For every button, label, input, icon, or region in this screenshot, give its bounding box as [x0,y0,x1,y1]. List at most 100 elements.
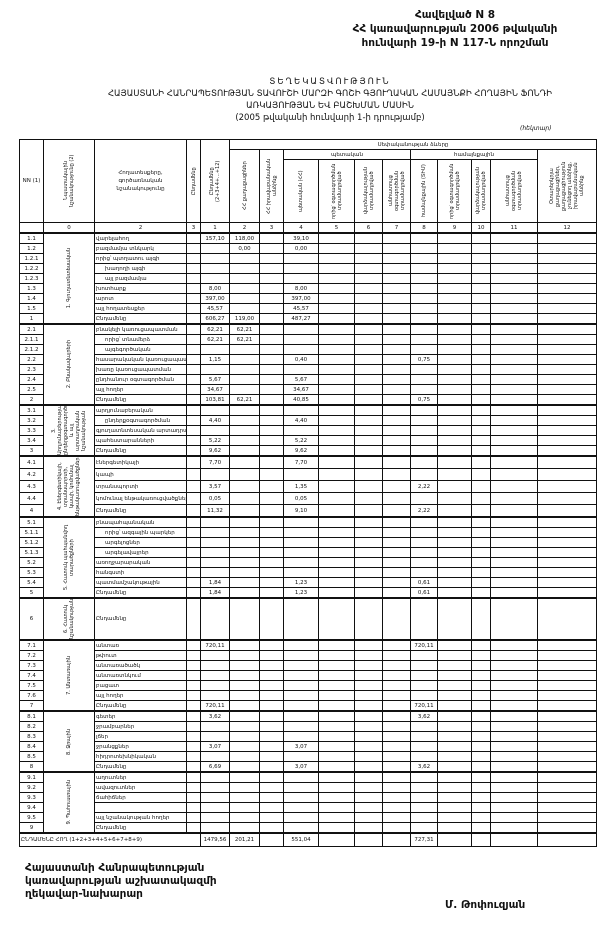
cell-col-3b [259,364,284,375]
cell-col-7 [382,700,411,712]
cell-total: 103,81 [200,394,230,406]
land-type-name: պատմամշակութային [94,577,187,588]
cell-col-2 [229,700,260,712]
cell-col-12 [536,468,598,481]
cell-col-2 [229,710,260,722]
cell-col-4 [283,782,319,793]
cell-col-6 [354,731,383,742]
cell-col-6 [354,721,383,732]
cell-col-12 [536,639,598,651]
cell-col-9 [437,384,472,395]
cell-col-11 [490,670,538,681]
cell-col-8 [410,435,438,446]
cell-col-6 [354,832,383,847]
footer-line-1: Հայաստանի Հանրապետության [25,862,205,874]
cell-col-7 [382,690,411,701]
cell-col-3 [186,639,201,651]
cell-col-11 [490,639,538,651]
cell-col-8 [410,232,438,244]
cell-total: 7,70 [200,455,230,469]
unit-label: (հեկտար) [520,125,552,132]
cell-col-2 [229,802,260,813]
table-row: 2.1.1 որից՝ տնամերձ 62,21 62,21 [19,334,598,345]
cell-col-3b [259,455,284,469]
cell-col-3 [186,468,201,481]
land-type-name: լճեր [94,731,187,742]
cell-col-10 [471,263,491,274]
row-number: 2.4 [19,374,44,385]
row-number: 9.3 [19,792,44,803]
cell-col-8 [410,812,438,823]
cell-col-10 [471,374,491,385]
cell-col-3b [259,323,284,335]
cell-col-6 [354,468,383,481]
land-type-name: խաղողի այգի [94,263,187,274]
cell-col-4 [283,822,319,834]
row-number: 2.1.1 [19,334,44,345]
cell-col-12 [536,690,598,701]
row-number: 1.2.1 [19,253,44,264]
cell-col-12 [536,243,598,254]
cell-col-8 [410,313,438,325]
cell-col-5 [318,537,355,548]
cell-col-3 [186,415,201,426]
cell-col-4 [283,771,319,783]
header-col-2: ՀՀ քաղաքացիներ [229,149,260,223]
cell-col-4: 40,85 [283,394,319,406]
cell-total: 8,00 [200,283,230,294]
table-row: 2.4 ընդհանուր օգտագործման 5,67 5,67 [19,374,598,385]
cell-col-11 [490,445,538,457]
cell-col-2 [229,527,260,538]
cell-col-11 [490,492,538,505]
cell-col-2 [229,670,260,681]
cell-col-6 [354,812,383,823]
cell-col-11 [490,771,538,783]
row-number: 3 [19,445,44,457]
cell-col-4 [283,404,319,416]
cell-col-10 [471,741,491,752]
cell-col-5 [318,435,355,446]
cell-col-5 [318,792,355,803]
cell-col-4 [283,323,319,335]
cell-col-4: 5,22 [283,435,319,446]
cell-col-3 [186,700,201,712]
cell-col-11 [490,273,538,284]
land-type-name: գետեր [94,710,187,722]
cell-col-12 [536,425,598,436]
row-number: 4.1 [19,455,44,469]
cell-total [200,721,230,732]
cell-col-4: 4,40 [283,415,319,426]
cell-col-7 [382,822,411,834]
cell-col-7 [382,334,411,345]
land-type-name: Ընդամենը [94,597,187,641]
row-number: 2.1.2 [19,344,44,355]
cell-col-11 [490,680,538,691]
cell-col-11 [490,792,538,803]
cell-col-10 [471,670,491,681]
row-number: 1.2.3 [19,273,44,284]
cell-col-4 [283,751,319,762]
cell-col-4 [283,527,319,538]
cell-col-11 [490,283,538,294]
cell-col-4: 39,10 [283,232,319,244]
cell-col-3b [259,660,284,671]
land-type-name: անտառ [94,639,187,651]
cell-col-3b [259,354,284,365]
cell-col-10 [471,822,491,834]
header-col-9: որից՝ օգտագործման տրամադրված [437,159,472,223]
table-row: 2.5 այլ հողեր 34,67 34,67 [19,384,598,395]
table-row: 8.5 հիդրոտեխնիկական [19,751,598,762]
cell-col-9 [437,527,472,538]
column-number: 7 [382,222,411,234]
land-type-name: խոտհարք [94,283,187,294]
cell-col-9 [437,480,472,493]
cell-col-7 [382,480,411,493]
cell-col-3b [259,374,284,385]
cell-col-3 [186,435,201,446]
cell-col-4 [283,537,319,548]
land-type-name: Ընդամենը [94,445,187,457]
cell-total [200,547,230,558]
cell-col-11 [490,547,538,558]
row-number: 4.2 [19,468,44,481]
cell-col-7 [382,425,411,436]
